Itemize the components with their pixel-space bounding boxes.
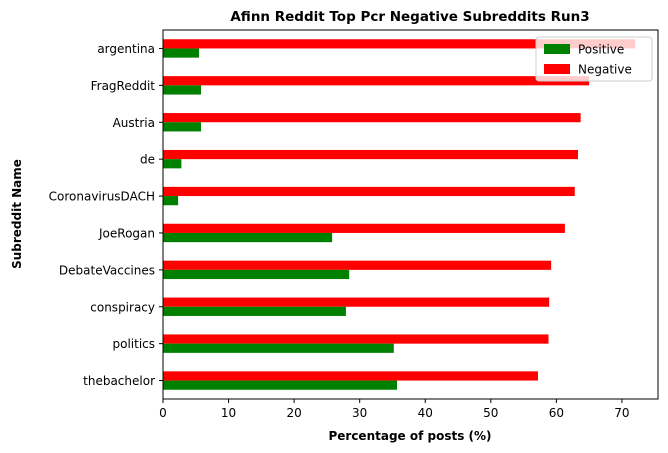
bar-positive (163, 380, 398, 390)
y-tick-label: Austria (113, 116, 155, 130)
legend: Positive Negative (535, 36, 653, 82)
x-axis: 0 10 20 30 40 50 60 70 (159, 399, 630, 420)
x-tick-label: 30 (352, 406, 367, 420)
bar-negative (163, 149, 579, 160)
y-tick-label: JoeRogan (98, 226, 155, 240)
y-tick-label: argentina (97, 42, 155, 56)
bar-negative (163, 371, 539, 381)
bar-negative (163, 260, 552, 270)
bars-layer (163, 39, 636, 390)
x-axis-label: Percentage of posts (%) (328, 429, 491, 443)
bar-negative (163, 186, 575, 197)
bar-negative (163, 76, 590, 86)
bar-positive (163, 48, 200, 58)
bar-positive (163, 306, 346, 316)
legend-label: Positive (578, 43, 624, 57)
x-tick-label: 20 (286, 406, 301, 420)
x-tick-label: 40 (418, 406, 433, 420)
bar-negative (163, 297, 550, 307)
bar-negative (163, 113, 581, 123)
x-tick-label: 10 (221, 406, 236, 420)
x-tick-label: 50 (483, 406, 498, 420)
y-axis-label: Subreddit Name (10, 159, 24, 269)
legend-swatch (544, 64, 570, 74)
bar-positive (163, 232, 333, 243)
bar-positive (163, 159, 182, 169)
bar-positive (163, 196, 179, 206)
bar-negative (163, 334, 549, 344)
plot-frame (162, 29, 659, 400)
x-tick-label: 70 (614, 406, 629, 420)
y-tick-label: thebachelor (83, 374, 155, 388)
bar-negative (163, 39, 636, 49)
y-tick-label: CoronavirusDACH (49, 190, 155, 204)
bar-positive (163, 269, 350, 280)
y-tick-label: politics (112, 337, 155, 351)
y-axis: argentina FragReddit Austria de CoronavirusD… (49, 42, 163, 388)
bar-positive (163, 85, 202, 95)
bar-positive (163, 122, 202, 132)
chart-title: Afinn Reddit Top Pcr Negative Subreddits… (230, 9, 589, 25)
bar-negative (163, 223, 565, 233)
y-tick-label: de (140, 153, 155, 167)
x-tick-label: 60 (549, 406, 564, 420)
legend-swatch (544, 44, 570, 54)
y-tick-label: FragReddit (91, 79, 156, 93)
legend-label: Negative (578, 63, 632, 77)
x-tick-label: 0 (159, 406, 167, 420)
y-tick-label: DebateVaccines (59, 263, 155, 277)
y-tick-label: conspiracy (90, 300, 155, 314)
bar-positive (163, 343, 394, 353)
